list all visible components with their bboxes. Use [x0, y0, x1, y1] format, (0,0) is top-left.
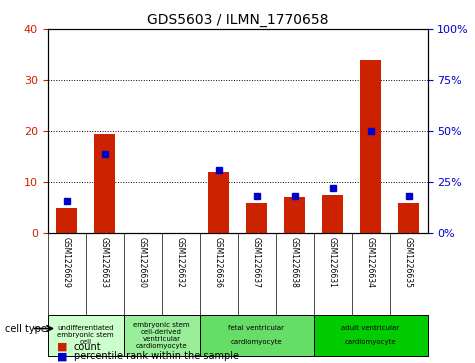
Text: GSM1226634: GSM1226634 [366, 237, 375, 288]
Text: ■: ■ [57, 351, 67, 362]
Text: embryonic stem
cell-derived
ventricular
cardiomyocyte: embryonic stem cell-derived ventricular … [133, 322, 190, 349]
Text: undifferentiated
embryonic stem
cell: undifferentiated embryonic stem cell [57, 325, 114, 345]
Bar [208, 172, 229, 233]
Bar [284, 197, 305, 233]
Text: percentile rank within the sample: percentile rank within the sample [74, 351, 238, 362]
Text: count: count [74, 342, 101, 352]
Bar [94, 134, 115, 233]
Title: GDS5603 / ILMN_1770658: GDS5603 / ILMN_1770658 [147, 13, 328, 26]
Text: GSM1226632: GSM1226632 [176, 237, 185, 288]
FancyBboxPatch shape [48, 315, 124, 356]
Bar [398, 203, 419, 233]
Text: GSM1226636: GSM1226636 [214, 237, 223, 288]
Bar [322, 195, 343, 233]
FancyBboxPatch shape [314, 315, 428, 356]
Text: GSM1226635: GSM1226635 [404, 237, 413, 288]
Text: cell type: cell type [5, 323, 47, 334]
FancyBboxPatch shape [124, 315, 200, 356]
Text: GSM1226638: GSM1226638 [290, 237, 299, 288]
Text: GSM1226629: GSM1226629 [62, 237, 71, 288]
Text: GSM1226637: GSM1226637 [252, 237, 261, 288]
Bar [56, 208, 77, 233]
Text: adult ventricular

cardiomyocyte: adult ventricular cardiomyocyte [342, 325, 399, 345]
Text: fetal ventricular

cardiomyocyte: fetal ventricular cardiomyocyte [228, 325, 285, 345]
Text: GSM1226630: GSM1226630 [138, 237, 147, 288]
Bar [246, 203, 267, 233]
Bar [360, 60, 381, 233]
Text: GSM1226631: GSM1226631 [328, 237, 337, 288]
FancyBboxPatch shape [200, 315, 314, 356]
Text: GSM1226633: GSM1226633 [100, 237, 109, 288]
Text: ■: ■ [57, 342, 67, 352]
